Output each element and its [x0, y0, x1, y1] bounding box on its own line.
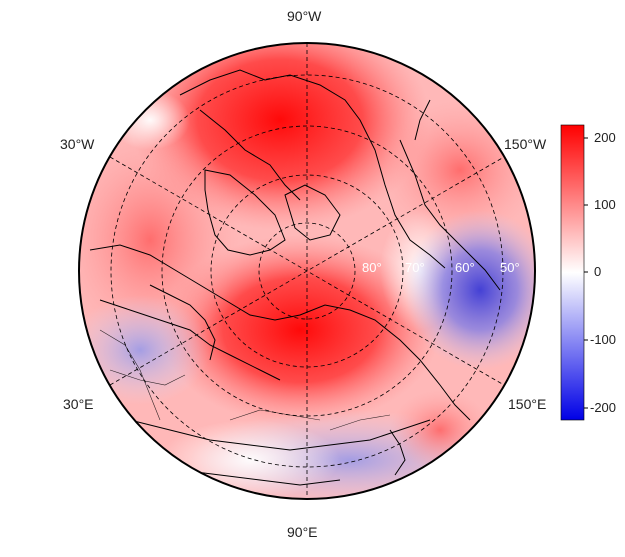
colorbar-tick-label: -100 [590, 332, 617, 347]
colorbar [560, 124, 588, 421]
meridians [109, 43, 505, 499]
colorbar-gradient [560, 124, 585, 421]
map-outline [78, 42, 536, 500]
lat-label-80: 80° [362, 260, 382, 275]
colorbar-tick-label: -200 [590, 400, 617, 415]
colorbar-tick-label: 100 [594, 197, 616, 212]
country-borders [99, 329, 391, 431]
lon-label-upper-left: 30°W [60, 136, 95, 152]
lat-label-60: 60° [455, 260, 475, 275]
colorbar-tick-label: 200 [594, 130, 616, 145]
lon-label-bottom: 90°E [287, 524, 318, 540]
colorbar-tick-label: 0 [594, 264, 602, 279]
lat-label-70: 70° [405, 260, 425, 275]
anomaly-field [79, 43, 535, 499]
lon-label-top: 90°W [287, 8, 322, 24]
lon-label-upper-right: 150°W [504, 136, 547, 152]
lat-label-50: 50° [500, 260, 520, 275]
coastlines [89, 69, 501, 486]
lon-label-lower-right: 150°E [508, 396, 547, 412]
lon-label-lower-left: 30°E [63, 396, 94, 412]
